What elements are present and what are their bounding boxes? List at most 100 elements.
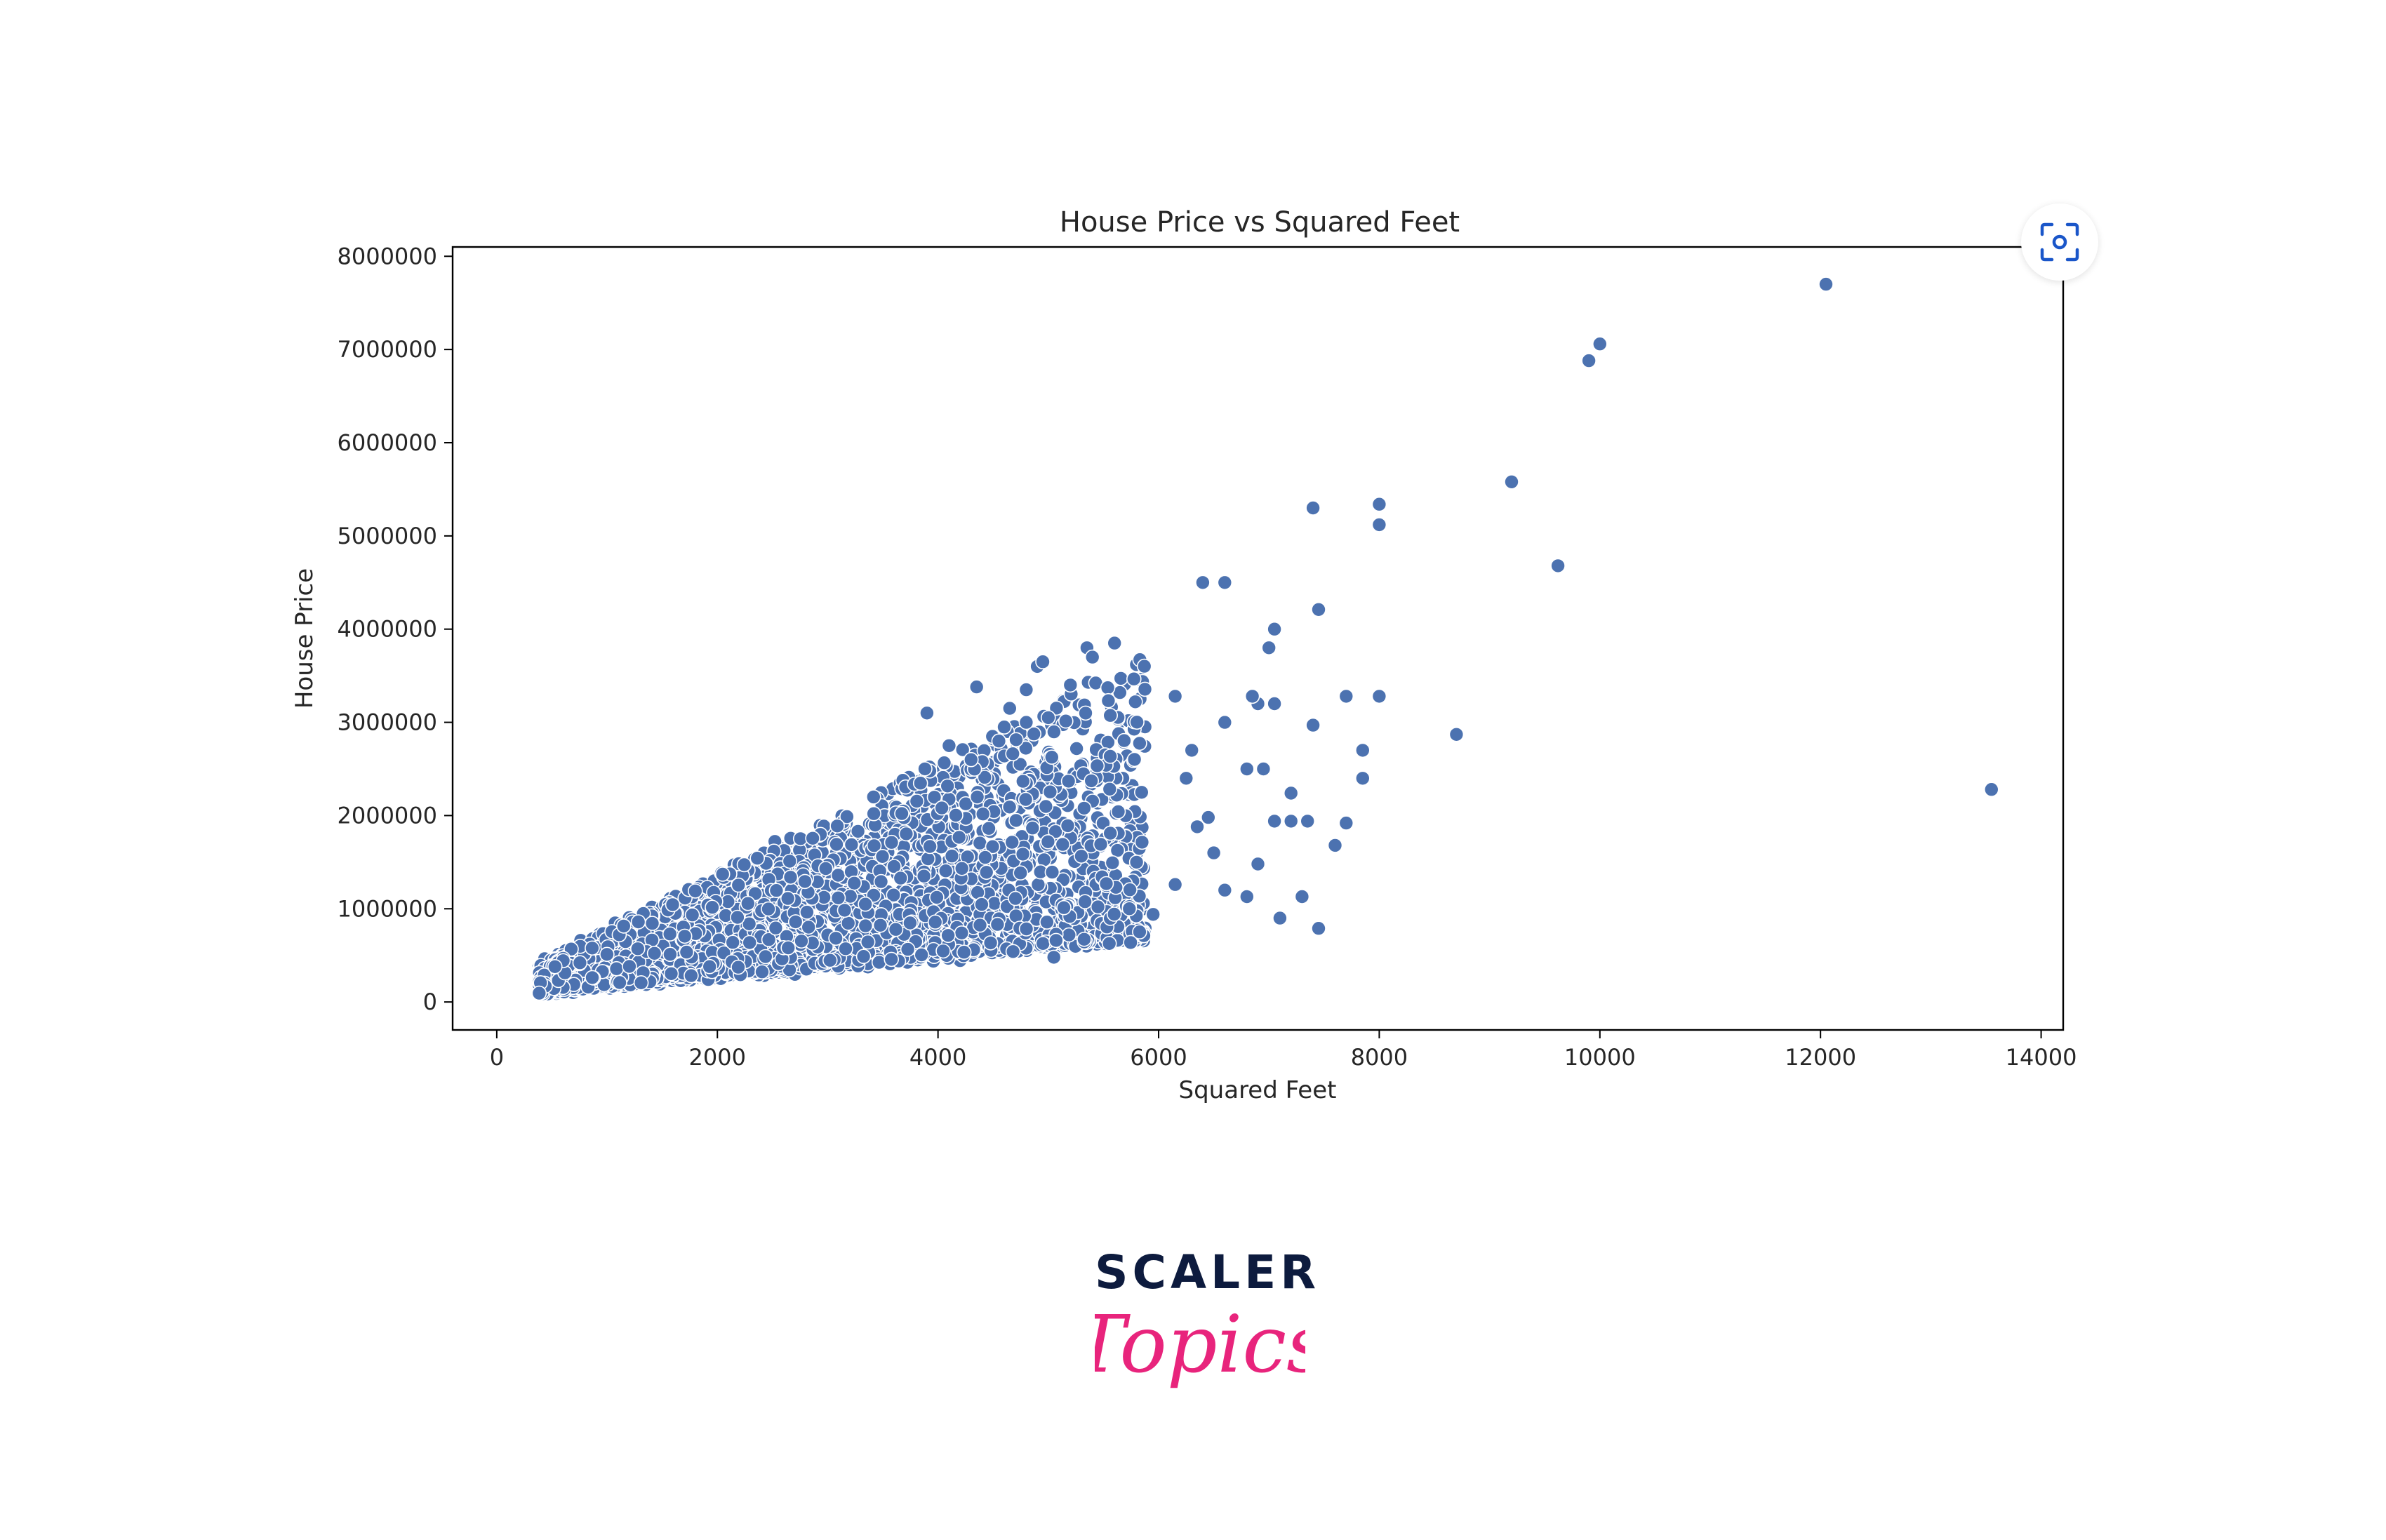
data-point: [920, 851, 936, 866]
x-tick-label: 8000: [1351, 1044, 1408, 1071]
data-point: [888, 921, 904, 937]
data-point: [894, 805, 909, 822]
data-point: [956, 944, 972, 960]
data-point: [968, 679, 985, 695]
data-point: [1101, 936, 1117, 951]
x-tick-label: 4000: [909, 1044, 966, 1071]
x-axis-ticks: 0 2000 4000 6000 8000 10000 12000 14000: [490, 1030, 2077, 1071]
data-point: [874, 849, 891, 864]
data-point: [929, 890, 945, 905]
data-point: [731, 877, 747, 893]
data-point: [1026, 726, 1041, 742]
data-point: [940, 778, 955, 794]
data-point: [954, 742, 971, 758]
data-point: [1371, 517, 1387, 533]
data-point: [1074, 848, 1089, 864]
data-point: [1128, 694, 1143, 710]
data-point: [828, 930, 844, 946]
points-layer: [531, 276, 1999, 1003]
data-point: [1129, 714, 1145, 730]
data-point: [1100, 680, 1116, 696]
data-point: [1195, 575, 1211, 591]
data-point: [981, 820, 997, 836]
data-point: [940, 928, 956, 944]
data-point: [944, 848, 960, 864]
y-tick-label: 0: [423, 989, 437, 1015]
data-point: [1371, 688, 1387, 704]
data-point: [705, 899, 720, 915]
data-point: [1018, 921, 1034, 937]
data-point: [1008, 812, 1024, 829]
data-point: [1004, 834, 1020, 850]
data-point: [1069, 741, 1084, 756]
data-point: [741, 916, 757, 932]
data-point: [1100, 692, 1117, 709]
data-point: [1102, 782, 1118, 797]
data-point: [982, 935, 999, 951]
data-point: [1122, 882, 1138, 897]
data-point: [1121, 901, 1138, 916]
data-point: [846, 876, 862, 891]
y-tick-label: 6000000: [337, 429, 437, 456]
data-point: [1338, 815, 1354, 831]
data-point: [1046, 949, 1062, 965]
plot-frame: [451, 246, 2065, 1031]
data-point: [948, 808, 964, 823]
data-point: [585, 940, 600, 956]
data-point: [787, 914, 804, 930]
data-point: [1098, 876, 1114, 892]
data-point: [1136, 658, 1152, 674]
data-point: [731, 959, 746, 975]
data-point: [1283, 785, 1299, 801]
data-point: [1261, 640, 1277, 656]
data-point: [754, 964, 770, 979]
data-point: [917, 761, 933, 777]
data-point: [1055, 836, 1071, 852]
data-point: [1294, 889, 1310, 904]
data-point: [1077, 801, 1092, 816]
data-point: [1327, 838, 1343, 853]
data-point: [1089, 758, 1105, 774]
data-point: [780, 890, 796, 906]
data-point: [1113, 671, 1128, 686]
data-point: [997, 719, 1012, 735]
data-point: [612, 975, 627, 991]
data-point: [969, 789, 985, 805]
data-point: [1581, 353, 1597, 368]
y-axis-ticks: 0 1000000 2000000 3000000 4000000 5000000 6000…: [337, 243, 453, 1015]
data-point: [1012, 756, 1028, 772]
data-point: [1305, 500, 1321, 516]
data-point: [1300, 813, 1315, 829]
data-point: [840, 916, 856, 931]
data-point: [740, 895, 756, 911]
data-point: [1035, 654, 1051, 670]
data-point: [1550, 558, 1566, 574]
data-point: [1355, 770, 1371, 786]
data-point: [1250, 856, 1266, 872]
data-point: [1093, 836, 1109, 852]
data-point: [1001, 799, 1018, 815]
y-tick-label: 3000000: [337, 709, 437, 736]
data-point: [866, 789, 881, 805]
data-point: [633, 975, 649, 991]
data-point: [936, 755, 952, 770]
data-point: [1056, 899, 1072, 916]
data-point: [837, 902, 853, 918]
logo-script-text: Topics: [1095, 1299, 1305, 1391]
data-point: [797, 873, 813, 890]
data-point: [1102, 707, 1118, 723]
data-point: [742, 935, 757, 951]
data-point: [1267, 621, 1282, 637]
data-point: [1008, 732, 1024, 748]
data-point: [1145, 906, 1161, 923]
y-tick-label: 2000000: [337, 802, 437, 829]
data-point: [1105, 855, 1121, 871]
x-tick-label: 2000: [689, 1044, 746, 1071]
data-point: [1062, 677, 1079, 693]
data-point: [844, 837, 860, 852]
data-point: [1035, 936, 1051, 951]
data-point: [1025, 820, 1041, 836]
visual-search-button[interactable]: [2021, 203, 2098, 281]
data-point: [1305, 717, 1321, 733]
logo-wordmark: SCALER: [1095, 1245, 1321, 1299]
